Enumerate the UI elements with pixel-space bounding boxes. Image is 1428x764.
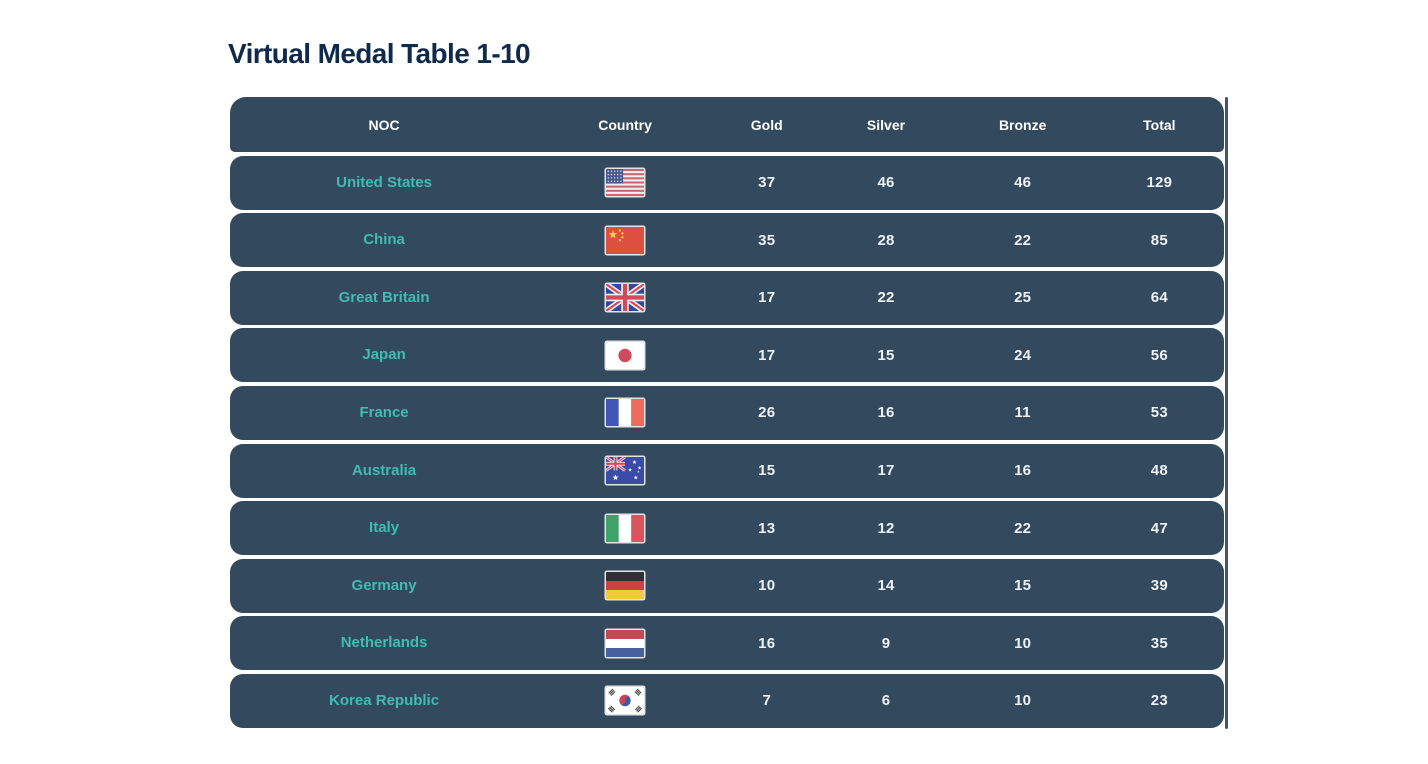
total-cell: 64 bbox=[1150, 289, 1168, 307]
total-cell: 35 bbox=[1150, 634, 1168, 652]
noc-cell: Great Britain bbox=[230, 289, 538, 307]
table-row: France 26 16 11 53 bbox=[230, 385, 1224, 440]
silver-cell: 46 bbox=[877, 174, 895, 192]
gold-cell: 16 bbox=[758, 634, 776, 652]
japan-flag-icon bbox=[538, 341, 712, 369]
gold-cell: 17 bbox=[758, 289, 776, 307]
gold-cell: 35 bbox=[758, 231, 776, 249]
gold-cell: 7 bbox=[762, 692, 771, 710]
table-row: Great Britain 17 22 25 64 bbox=[230, 270, 1224, 325]
germany-flag-icon bbox=[538, 572, 712, 600]
total-cell: 85 bbox=[1150, 231, 1168, 249]
gold-cell: 17 bbox=[758, 346, 776, 364]
korea-republic-flag-icon bbox=[538, 687, 712, 715]
table-row: Netherlands 16 9 10 35 bbox=[230, 616, 1224, 671]
china-flag-icon bbox=[538, 226, 712, 254]
noc-cell: United States bbox=[230, 174, 538, 192]
page-title: Virtual Medal Table 1-10 bbox=[228, 38, 531, 69]
france-flag-icon bbox=[538, 399, 712, 427]
noc-cell: France bbox=[230, 404, 538, 422]
gold-cell: 10 bbox=[758, 577, 776, 595]
silver-cell: 22 bbox=[877, 289, 895, 307]
table-row: Korea Republic 7 6 10 23 bbox=[230, 673, 1224, 728]
vertical-scrollbar[interactable] bbox=[1225, 97, 1228, 729]
column-header-bronze: Bronze bbox=[998, 116, 1047, 133]
noc-link[interactable]: Italy bbox=[369, 519, 400, 537]
total-cell: 53 bbox=[1150, 404, 1168, 422]
noc-link[interactable]: Great Britain bbox=[338, 288, 430, 306]
noc-link[interactable]: China bbox=[363, 231, 405, 249]
noc-link[interactable]: Australia bbox=[351, 461, 417, 479]
noc-cell: Korea Republic bbox=[230, 692, 538, 710]
australia-flag-icon bbox=[538, 457, 712, 485]
gold-cell: 13 bbox=[758, 519, 776, 537]
table-row: China 35 28 22 85 bbox=[230, 213, 1224, 268]
noc-link[interactable]: Germany bbox=[351, 576, 417, 594]
noc-link[interactable]: United States bbox=[336, 173, 432, 191]
gold-cell: 26 bbox=[758, 404, 776, 422]
bronze-cell: 22 bbox=[1014, 231, 1032, 249]
table-row: Australia 15 17 16 48 bbox=[230, 443, 1224, 498]
noc-cell: Germany bbox=[230, 577, 538, 595]
noc-cell: Netherlands bbox=[230, 634, 538, 652]
noc-link[interactable]: Korea Republic bbox=[329, 691, 440, 709]
noc-link[interactable]: Japan bbox=[362, 346, 406, 364]
column-header-noc: NOC bbox=[368, 116, 400, 133]
bronze-cell: 10 bbox=[1014, 634, 1032, 652]
silver-cell: 9 bbox=[881, 634, 891, 652]
table-row: United States 37 46 46 129 bbox=[230, 155, 1224, 210]
total-cell: 56 bbox=[1150, 346, 1168, 364]
bronze-cell: 16 bbox=[1014, 462, 1032, 480]
bronze-cell: 11 bbox=[1014, 404, 1031, 422]
bronze-cell: 10 bbox=[1014, 692, 1032, 710]
noc-cell: China bbox=[230, 231, 538, 249]
italy-flag-icon bbox=[538, 514, 712, 542]
great-britain-flag-icon bbox=[538, 284, 712, 312]
netherlands-flag-icon bbox=[538, 629, 712, 657]
silver-cell: 14 bbox=[877, 577, 895, 595]
bronze-cell: 24 bbox=[1014, 346, 1032, 364]
silver-cell: 16 bbox=[877, 404, 895, 422]
bronze-cell: 46 bbox=[1014, 174, 1032, 192]
noc-cell: Japan bbox=[230, 346, 538, 364]
medal-table: NOC Country Gold Silver Bronze Total United S… bbox=[230, 97, 1224, 728]
silver-cell: 17 bbox=[877, 462, 895, 480]
bronze-cell: 25 bbox=[1014, 289, 1032, 307]
total-cell: 23 bbox=[1150, 692, 1168, 710]
gold-cell: 15 bbox=[758, 462, 776, 480]
column-header-silver: Silver bbox=[866, 116, 906, 133]
table-header-row: NOC Country Gold Silver Bronze Total bbox=[230, 97, 1224, 152]
bronze-cell: 15 bbox=[1014, 577, 1032, 595]
noc-cell: Italy bbox=[230, 519, 538, 537]
column-header-total: Total bbox=[1143, 116, 1176, 133]
noc-link[interactable]: France bbox=[359, 403, 409, 421]
column-header-gold: Gold bbox=[750, 116, 783, 133]
united-states-flag-icon bbox=[538, 169, 712, 197]
total-cell: 39 bbox=[1150, 577, 1168, 595]
total-cell: 47 bbox=[1150, 519, 1168, 537]
table-row: Italy 13 12 22 47 bbox=[230, 501, 1224, 556]
silver-cell: 12 bbox=[877, 519, 895, 537]
silver-cell: 28 bbox=[877, 231, 895, 249]
table-row: Germany 10 14 15 39 bbox=[230, 558, 1224, 613]
silver-cell: 6 bbox=[881, 692, 891, 710]
total-cell: 129 bbox=[1146, 174, 1173, 192]
column-header-country: Country bbox=[598, 116, 652, 133]
table-row: Japan 17 15 24 56 bbox=[230, 328, 1224, 383]
bronze-cell: 22 bbox=[1014, 519, 1032, 537]
gold-cell: 37 bbox=[758, 174, 776, 192]
noc-link[interactable]: Netherlands bbox=[340, 634, 428, 652]
total-cell: 48 bbox=[1150, 462, 1168, 480]
silver-cell: 15 bbox=[877, 346, 895, 364]
noc-cell: Australia bbox=[230, 462, 538, 480]
